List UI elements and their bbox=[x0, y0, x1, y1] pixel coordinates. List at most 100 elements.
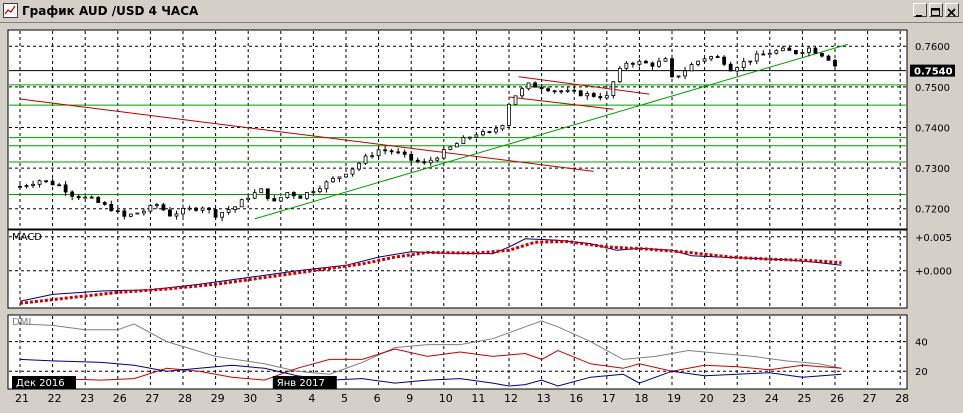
time-tick-label: 22 bbox=[48, 392, 62, 405]
candle-body bbox=[233, 206, 238, 210]
time-tick-label: 6 bbox=[374, 392, 381, 405]
candle-body bbox=[591, 93, 596, 97]
candle-body bbox=[539, 86, 544, 90]
maximize-button[interactable] bbox=[929, 3, 943, 17]
candle-body bbox=[18, 185, 22, 188]
candle-body bbox=[461, 137, 466, 144]
trendline-red bbox=[19, 98, 594, 172]
candle-body bbox=[383, 149, 388, 152]
candle-body bbox=[246, 197, 251, 201]
macd-tick-label: +0.000 bbox=[915, 267, 952, 278]
candle-body bbox=[63, 184, 68, 193]
macd-pane: MACD +0.005 +0.000 bbox=[7, 229, 952, 309]
window-title: График AUD /USD 4 ЧАСА bbox=[22, 4, 199, 18]
date-label-text: Дек 2016 bbox=[16, 378, 65, 389]
candle-body bbox=[376, 149, 381, 157]
candle-body bbox=[357, 162, 361, 170]
candle-body bbox=[285, 192, 290, 198]
candle-body bbox=[813, 47, 818, 54]
candle-body bbox=[663, 58, 668, 62]
candle-body bbox=[833, 59, 837, 67]
macd-axis: +0.005 +0.000 bbox=[915, 233, 952, 278]
candle-body bbox=[389, 150, 394, 153]
candle-body bbox=[207, 207, 211, 210]
candle-body bbox=[513, 95, 518, 105]
price-tick-label: 0.7400 bbox=[915, 123, 950, 134]
macd-tick-label: +0.005 bbox=[915, 233, 952, 244]
candle-body bbox=[722, 56, 727, 65]
candle-body bbox=[715, 56, 720, 58]
candle-body bbox=[239, 199, 244, 208]
time-tick-label: 29 bbox=[211, 392, 225, 405]
candle-body bbox=[331, 178, 335, 183]
candle-body bbox=[676, 75, 681, 78]
candle-body bbox=[748, 60, 753, 63]
candle-body bbox=[552, 90, 557, 93]
time-tick-label: 9 bbox=[406, 392, 413, 405]
candle-body bbox=[507, 103, 511, 126]
current-price-label: 0.7540 bbox=[910, 64, 955, 78]
macd-title: MACD bbox=[12, 232, 42, 243]
time-tick-label: 3 bbox=[276, 392, 283, 405]
candle-body bbox=[754, 53, 759, 62]
candle-body bbox=[617, 67, 622, 83]
candle-body bbox=[115, 210, 120, 213]
candle-body bbox=[683, 70, 687, 77]
candle-body bbox=[454, 143, 459, 148]
candle-body bbox=[109, 203, 114, 212]
candle-body bbox=[128, 213, 133, 217]
close-button[interactable] bbox=[945, 3, 959, 17]
candle-body bbox=[89, 196, 94, 199]
candle-body bbox=[76, 195, 81, 199]
candle-body bbox=[572, 89, 577, 92]
candle-body bbox=[546, 88, 551, 92]
candle-body bbox=[611, 81, 616, 96]
candle-body bbox=[311, 191, 316, 194]
time-tick-label: 21 bbox=[15, 392, 29, 405]
minimize-button[interactable] bbox=[913, 3, 927, 17]
time-tick-label: 30 bbox=[243, 392, 257, 405]
candle-body bbox=[481, 131, 485, 136]
candle-body bbox=[344, 173, 348, 178]
candle-body bbox=[148, 205, 153, 212]
candle-body bbox=[194, 207, 198, 211]
macd-signal-line bbox=[19, 239, 842, 305]
candle-body bbox=[141, 210, 146, 214]
candle-body bbox=[807, 47, 811, 53]
candle-body bbox=[520, 88, 524, 97]
candle-body bbox=[363, 155, 368, 164]
candle-body bbox=[474, 134, 479, 138]
trendline-red bbox=[518, 76, 650, 95]
dmi-pane: DMI 40 20 bbox=[7, 314, 928, 390]
candle-body bbox=[741, 61, 746, 68]
candle-body bbox=[44, 180, 48, 183]
candlesticks bbox=[18, 45, 837, 222]
candle-body bbox=[50, 180, 55, 186]
dmi-di_plus-line bbox=[19, 348, 842, 384]
candle-body bbox=[174, 213, 179, 217]
candle-body bbox=[598, 96, 603, 99]
candle-body bbox=[428, 159, 433, 164]
candle-body bbox=[122, 210, 127, 217]
candle-body bbox=[135, 212, 140, 215]
time-tick-label: 4 bbox=[308, 392, 315, 405]
candle-body bbox=[448, 146, 453, 150]
price-tick-label: 0.7200 bbox=[915, 205, 950, 216]
candle-body bbox=[220, 211, 225, 218]
time-tick-label: 11 bbox=[471, 392, 485, 405]
price-tick-label: 0.7500 bbox=[915, 83, 950, 94]
dmi-grid bbox=[9, 316, 906, 388]
candle-body bbox=[304, 192, 309, 199]
price-tick-label: 0.7600 bbox=[915, 42, 950, 53]
price-tick-label: 0.7300 bbox=[915, 164, 950, 175]
candle-body bbox=[70, 191, 75, 197]
candle-body bbox=[415, 159, 420, 163]
candle-body bbox=[291, 192, 296, 197]
candle-body bbox=[494, 128, 498, 133]
time-tick-label: 28 bbox=[895, 392, 909, 405]
candle-body bbox=[774, 50, 779, 54]
candle-body bbox=[657, 60, 661, 67]
price-pane: 0.7600 0.7500 0.7400 0.7300 0.7200 0.7540 bbox=[7, 29, 955, 230]
candle-body bbox=[200, 207, 205, 211]
title-bar: График AUD /USD 4 ЧАСА bbox=[0, 0, 963, 23]
